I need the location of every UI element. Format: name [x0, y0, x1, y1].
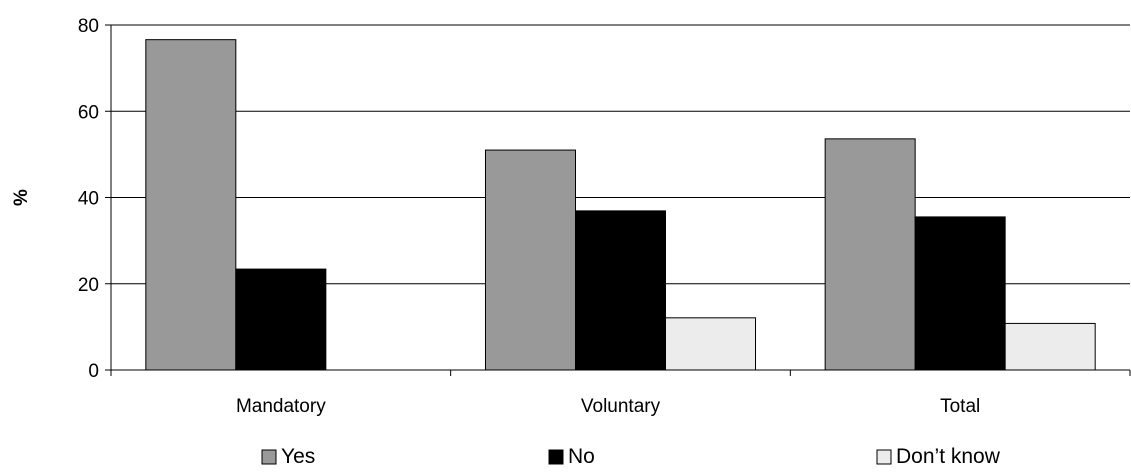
y-tick-label: 0: [88, 361, 99, 382]
legend-label: Yes: [281, 445, 315, 468]
legend-swatch: [548, 449, 564, 465]
x-category-label: Mandatory: [236, 396, 326, 417]
x-category-label: Voluntary: [581, 396, 661, 417]
legend-swatch: [261, 449, 277, 465]
bar-no-total: [914, 216, 1006, 371]
bar-yes-total: [824, 138, 916, 371]
bar-don-t-know-total: [1004, 322, 1096, 371]
y-tick-label: 40: [78, 189, 99, 210]
y-axis-label: %: [11, 189, 32, 206]
legend-label: Don’t know: [896, 445, 1001, 468]
y-tick-label: 20: [78, 275, 99, 296]
bar-yes-voluntary: [484, 149, 576, 371]
legend-swatch: [876, 449, 892, 465]
bar-yes-mandatory: [145, 39, 237, 371]
bar-don-t-know-voluntary: [665, 317, 757, 371]
legend: Yes No Don’t know: [261, 445, 1001, 468]
axes: [105, 24, 1131, 376]
y-tick-label: 60: [78, 102, 99, 123]
x-category-label: Total: [940, 396, 980, 417]
y-tick-label: 80: [78, 16, 99, 37]
axis-labels: 0 20 40 60 80% Mandatory Voluntary Total: [11, 16, 980, 417]
legend-label: No: [568, 445, 595, 468]
bar-no-voluntary: [574, 210, 667, 371]
bar-no-mandatory: [235, 268, 327, 371]
bars: [145, 39, 1096, 371]
